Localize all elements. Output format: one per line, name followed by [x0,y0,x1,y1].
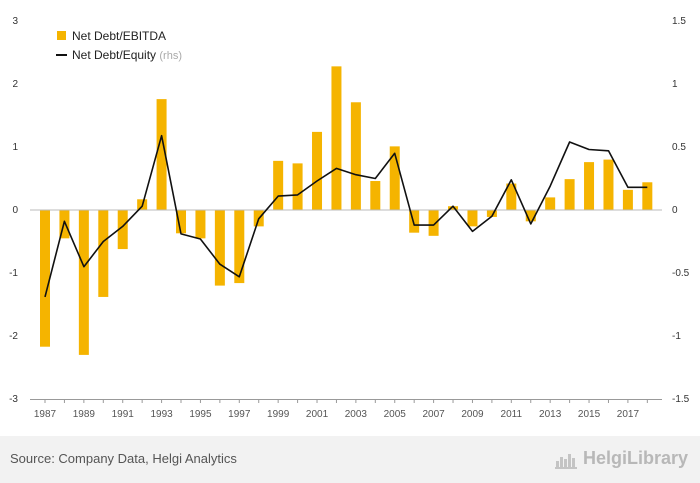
y-right-tick-0.5: 0.5 [672,142,686,153]
bar-1989 [78,210,89,355]
source-text: Source: Company Data, Helgi Analytics [10,451,237,466]
brand-name: HelgiLibrary [582,448,688,468]
y-right-tick-0: 0 [672,205,678,216]
axes-layer: 1987 1989 1991 1993 1995 1997 1999 2001 2003 2005… [9,16,690,420]
line-net-debt-equity [44,134,648,298]
bar-2009 [467,210,478,227]
y-left-tick--2: -2 [9,331,18,342]
y-right-tick--0.5: -0.5 [672,268,690,279]
bar-1993 [156,99,167,210]
y-right-tick--1: -1 [672,331,681,342]
legend-label-line-suffix: (rhs) [159,50,182,62]
y-left-tick-3: 3 [12,16,18,27]
x-tick-label-2003: 2003 [345,409,368,420]
bar-1987 [40,210,50,347]
legend-label-bar: Net Debt/EBITDA [72,29,166,43]
y-right-tick-1: 1 [672,79,678,90]
y-left-tick--1: -1 [9,268,18,279]
bar-2016 [603,159,614,210]
bar-2013 [545,197,556,210]
x-tick-label-2013: 2013 [539,409,562,420]
chart: 1987 1989 1991 1993 1995 1997 1999 2001 2003 2005… [9,16,690,420]
bar-1990 [98,210,109,297]
bar-2006 [409,210,420,233]
bar-2015 [584,162,595,210]
y-right-tick--1.5: -1.5 [672,394,690,405]
x-tick-label-1995: 1995 [189,409,212,420]
bar-2003 [350,102,361,210]
bar-2014 [564,179,575,210]
helgi-logo-icon [554,453,577,469]
bar-2017 [622,189,633,210]
x-tick-label-1991: 1991 [112,409,135,420]
bar-2004 [370,181,381,210]
bar-2002 [331,66,342,210]
x-tick-label-1999: 1999 [267,409,290,420]
y-left-tick--3: -3 [9,394,18,405]
bar-2012 [525,210,536,222]
x-tick-label-1993: 1993 [150,409,173,420]
bar-2018 [642,182,653,210]
x-tick-label-2007: 2007 [422,409,445,420]
bar-1991 [117,210,128,250]
x-tick-label-2017: 2017 [617,409,640,420]
legend: Net Debt/EBITDA Net Debt/Equity (rhs) [56,29,182,62]
brand-logo: HelgiLibrary [554,448,688,469]
bar-1994 [176,210,187,234]
x-tick-label-1997: 1997 [228,409,251,420]
bar-1996 [214,210,225,286]
x-tick-label-2015: 2015 [578,409,601,420]
bar-2011 [506,183,517,210]
x-tick-label-1987: 1987 [34,409,57,420]
bar-2007 [428,210,439,236]
footer: Source: Company Data, Helgi Analytics He… [0,436,700,483]
x-tick-label-2011: 2011 [501,409,523,420]
y-left-tick-2: 2 [12,79,18,90]
x-tick-label-2001: 2001 [306,409,329,420]
bars-layer [40,66,653,355]
bar-2001 [312,131,323,210]
x-tick-label-2009: 2009 [461,409,484,420]
legend-swatch-bar [57,31,66,40]
bar-1997 [234,210,245,284]
bar-2010 [486,210,497,217]
bar-1995 [195,210,206,239]
x-tick-label-2005: 2005 [384,409,407,420]
bar-2000 [292,163,303,210]
y-left-tick-0: 0 [12,205,18,216]
line-layer [44,134,648,298]
y-right-tick-1.5: 1.5 [672,16,686,27]
x-tick-label-1989: 1989 [73,409,96,420]
bar-1999 [273,160,284,210]
legend-label-line: Net Debt/Equity (rhs) [72,48,182,62]
bar-2005 [389,146,400,210]
y-left-tick-1: 1 [12,142,18,153]
bar-2008 [448,206,459,210]
